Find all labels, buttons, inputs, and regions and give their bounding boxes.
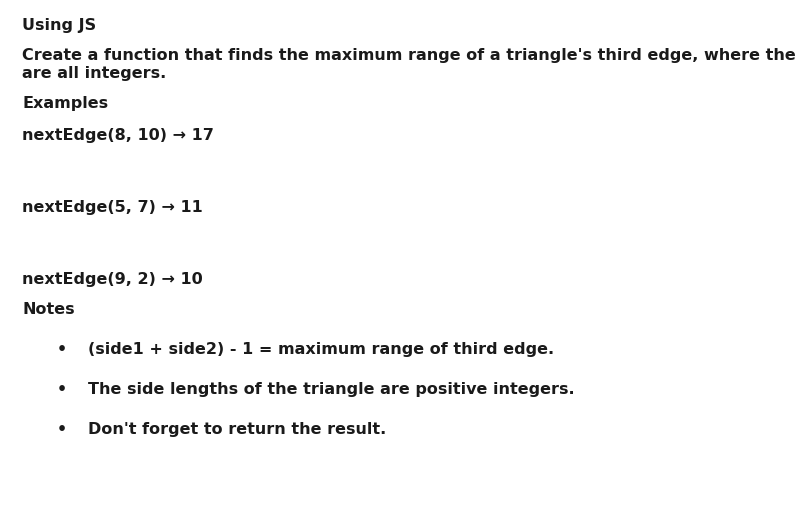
Text: •: • — [57, 382, 67, 397]
Text: nextEdge(8, 10) → 17: nextEdge(8, 10) → 17 — [22, 128, 214, 143]
Text: Examples: Examples — [22, 96, 108, 111]
Text: Using JS: Using JS — [22, 18, 96, 33]
Text: Notes: Notes — [22, 302, 75, 317]
Text: Don't forget to return the result.: Don't forget to return the result. — [88, 422, 386, 437]
Text: (side1 + side2) - 1 = maximum range of third edge.: (side1 + side2) - 1 = maximum range of t… — [88, 342, 554, 357]
Text: are all integers.: are all integers. — [22, 66, 166, 81]
Text: The side lengths of the triangle are positive integers.: The side lengths of the triangle are pos… — [88, 382, 575, 397]
Text: •: • — [57, 422, 67, 437]
Text: nextEdge(9, 2) → 10: nextEdge(9, 2) → 10 — [22, 272, 203, 287]
Text: nextEdge(5, 7) → 11: nextEdge(5, 7) → 11 — [22, 200, 203, 215]
Text: Create a function that finds the maximum range of a triangle's third edge, where: Create a function that finds the maximum… — [22, 48, 796, 63]
Text: •: • — [57, 342, 67, 357]
